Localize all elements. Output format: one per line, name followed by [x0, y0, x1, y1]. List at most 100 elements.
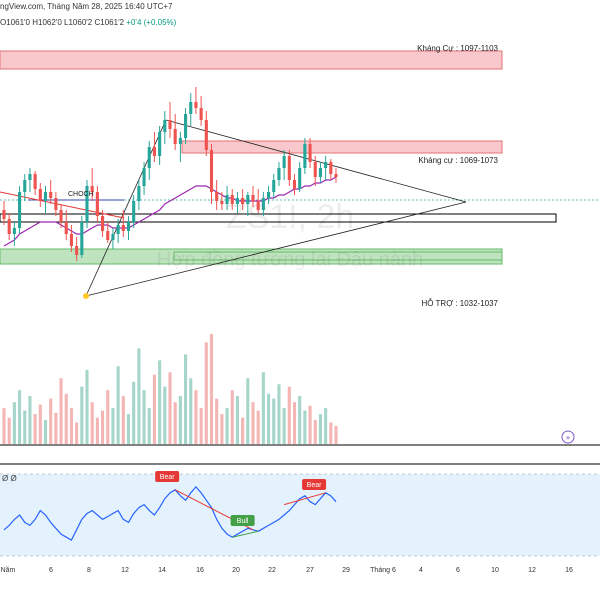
- candle: [69, 225, 73, 252]
- candle: [75, 237, 79, 261]
- candle: [152, 132, 156, 162]
- candle-body: [132, 201, 136, 222]
- candle-body: [251, 195, 255, 201]
- oscillator-band: [0, 474, 600, 556]
- watermark-layer: ZS1!, 2h Hợp đồng tương lai Đậu nành: [157, 198, 423, 271]
- volume-bar: [168, 372, 172, 444]
- volume-bar: [261, 372, 265, 444]
- volume-bar: [43, 420, 48, 444]
- volume-bar: [85, 369, 89, 444]
- x-axis-tick: 12: [121, 567, 129, 574]
- candle-body: [334, 174, 338, 177]
- zone-label-resistance-top: Kháng Cự : 1097-1103: [417, 44, 498, 53]
- candle-body: [49, 192, 53, 198]
- volume-bar: [230, 390, 234, 444]
- candle: [230, 189, 234, 210]
- volume-bar: [90, 402, 94, 444]
- candle: [241, 189, 245, 210]
- ohlc-change: +0'4 (+0.05%): [126, 18, 177, 27]
- volume-bar: [80, 386, 84, 444]
- volume-bar: [189, 378, 193, 444]
- volume-bar: [7, 417, 11, 444]
- volume-bar: [59, 378, 63, 444]
- volume-bar: [246, 378, 250, 444]
- candle: [33, 171, 37, 195]
- candle: [137, 180, 141, 210]
- candle-body: [241, 198, 245, 204]
- candle-body: [173, 129, 177, 144]
- candle-body: [142, 168, 146, 186]
- candle-body: [277, 168, 281, 180]
- volume-bar: [287, 386, 291, 444]
- candle: [277, 162, 281, 186]
- candle: [251, 186, 255, 207]
- volume-bar: [225, 408, 229, 444]
- volume-bar: [329, 422, 333, 444]
- candle-body: [90, 186, 94, 192]
- volume-bar: [282, 408, 286, 444]
- volume-bar: [116, 366, 120, 444]
- volume-bar: [106, 390, 110, 444]
- candle: [158, 126, 162, 165]
- candle: [329, 159, 333, 180]
- x-axis: Năm 6 8 12 14 16 20 22 27 29 Tháng 6 4 6 10 12 16: [1, 567, 573, 574]
- volume-bar: [251, 402, 255, 444]
- candle: [189, 93, 193, 126]
- scroll-to-realtime-button[interactable]: »: [561, 430, 575, 444]
- candle-body: [313, 162, 317, 177]
- candle: [324, 156, 328, 180]
- moving-average-line: [3, 176, 337, 247]
- candle: [49, 180, 53, 204]
- volume-bar: [142, 390, 146, 444]
- candle: [7, 213, 11, 240]
- candle-body: [121, 225, 125, 231]
- x-axis-tick: 14: [158, 567, 166, 574]
- ohlc-line: O1061'0 H1062'0 L1060'2 C1061'2 +0'4 (+0…: [0, 18, 176, 27]
- candle: [163, 111, 167, 144]
- oscillator-layer: Bear Bear Bull: [0, 471, 600, 557]
- candle: [173, 114, 177, 150]
- candle: [85, 180, 89, 228]
- candle: [95, 186, 99, 222]
- candle: [204, 111, 208, 156]
- volume-bar: [308, 405, 312, 444]
- volume-bar: [111, 408, 115, 444]
- volume-bar: [173, 402, 177, 444]
- candle-body: [116, 225, 120, 234]
- chart-header: ngView.com, Tháng Năm 28, 2025 16:40 UTC…: [0, 0, 600, 30]
- volume-bar: [163, 386, 167, 444]
- candle-body: [204, 120, 208, 150]
- volume-bar: [101, 410, 105, 444]
- volume-bar: [28, 396, 32, 444]
- x-axis-tick: Tháng 6: [370, 567, 396, 574]
- candle: [292, 174, 297, 195]
- candle: [90, 168, 94, 201]
- candle-body: [235, 198, 239, 204]
- x-axis-tick: 16: [196, 567, 204, 574]
- x-axis-tick: 27: [306, 567, 314, 574]
- volume-bar: [64, 393, 68, 444]
- candle: [147, 141, 151, 180]
- volume-bar: [303, 410, 307, 444]
- volume-bar: [132, 381, 136, 444]
- volume-bar: [334, 426, 338, 444]
- candle-body: [303, 144, 307, 168]
- candle-body: [18, 192, 22, 228]
- candle: [261, 192, 265, 216]
- candle-body: [292, 180, 297, 189]
- volume-bar: [147, 408, 151, 444]
- candle-body: [308, 144, 312, 162]
- candle: [38, 183, 42, 207]
- minor-support-zone: [173, 251, 503, 261]
- triangle-lower-line: [85, 201, 467, 297]
- volume-bar: [121, 396, 125, 444]
- candle: [225, 186, 229, 210]
- bear-tag-bg: [155, 471, 180, 482]
- candle: [23, 174, 27, 201]
- candle-body: [95, 192, 99, 216]
- candle: [184, 108, 188, 144]
- volume-bar: [137, 348, 141, 444]
- volume-bar: [69, 408, 73, 444]
- volume-bar: [12, 402, 16, 444]
